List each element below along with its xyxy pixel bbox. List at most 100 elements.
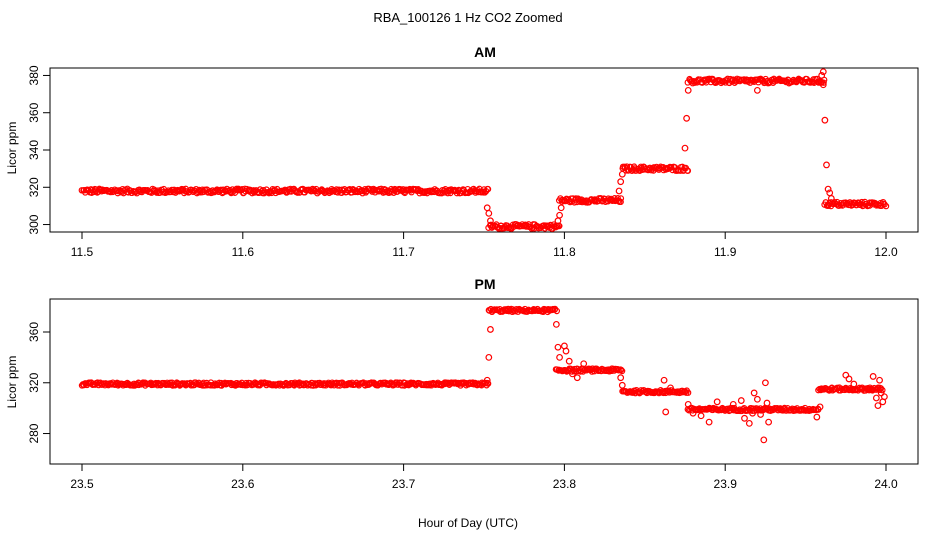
data-point [618, 170, 626, 178]
data-points [78, 305, 888, 444]
data-point [484, 380, 492, 387]
data-point [569, 370, 576, 378]
x-tick-label: 11.8 [553, 245, 576, 259]
data-point [842, 385, 850, 392]
data-point [821, 116, 829, 124]
data-point [880, 393, 888, 401]
data-point [684, 86, 692, 94]
data-point [819, 81, 827, 89]
data-point [757, 411, 764, 418]
figure-title: RBA_100126 1 Hz CO2 Zoomed [373, 10, 562, 25]
data-point [681, 388, 689, 396]
y-tick-label: 380 [27, 65, 41, 85]
x-tick-label: 23.5 [70, 477, 94, 491]
x-tick-label: 11.6 [232, 245, 255, 259]
data-point [683, 114, 691, 122]
data-point [485, 353, 493, 361]
data-point [869, 373, 877, 380]
data-point [813, 413, 821, 421]
figure-xlabel: Hour of Day (UTC) [418, 516, 518, 530]
data-point [487, 217, 494, 225]
y-tick-label: 320 [27, 372, 41, 392]
data-point [660, 376, 668, 384]
data-point [737, 397, 745, 404]
data-point [485, 209, 493, 217]
data-point [487, 326, 494, 333]
data-point [866, 384, 874, 392]
x-tick-label: 23.9 [714, 477, 738, 491]
data-point [749, 409, 756, 417]
data-point [684, 389, 692, 396]
data-point [850, 380, 858, 388]
data-point [882, 202, 890, 210]
data-point [818, 72, 826, 79]
data-point [753, 86, 761, 94]
data-point [617, 374, 625, 382]
data-point [872, 394, 880, 402]
panel-title-am: AM [474, 44, 496, 60]
data-point [750, 389, 758, 397]
data-point [484, 185, 492, 193]
data-point [845, 375, 853, 383]
data-point [617, 195, 625, 202]
data-point [617, 366, 625, 374]
data-point [816, 403, 824, 411]
data-point [760, 436, 768, 444]
data-point [745, 419, 753, 427]
data-point [881, 201, 888, 208]
panel-title-pm: PM [475, 276, 496, 292]
data-point [565, 357, 573, 365]
data-point [622, 167, 630, 174]
data-point [874, 402, 882, 410]
data-point [823, 161, 830, 169]
data-point [163, 189, 170, 196]
panel-pm: PM Licor ppm 23.5 23.6 23.7 23.8 23.9 24.0 280… [5, 276, 919, 491]
data-point [556, 353, 563, 361]
data-point [556, 211, 563, 219]
data-point [552, 320, 560, 328]
data-point [762, 379, 769, 387]
data-point [370, 185, 377, 193]
data-point [824, 185, 832, 193]
data-point [706, 75, 713, 83]
data-point [562, 347, 570, 355]
data-point [377, 380, 384, 387]
data-point [689, 409, 697, 417]
y-tick-label: 300 [27, 214, 41, 234]
data-point [483, 204, 491, 212]
data-point [615, 187, 623, 195]
data-point [765, 418, 773, 426]
data-point [557, 204, 565, 212]
data-point [618, 367, 626, 375]
data-point [713, 398, 721, 406]
data-point [697, 412, 705, 420]
data-point [681, 144, 689, 152]
x-tick-label: 12.0 [874, 245, 898, 259]
data-point [553, 307, 561, 315]
x-tick-label: 23.8 [553, 477, 577, 491]
data-point [617, 198, 624, 206]
data-point [741, 414, 748, 422]
data-point [618, 381, 626, 389]
data-point [662, 408, 670, 416]
ylabel-pm: Licor ppm [5, 356, 19, 409]
x-tick-label: 11.9 [714, 245, 737, 259]
data-point [753, 395, 761, 403]
data-point [819, 68, 827, 76]
y-tick-label: 340 [27, 140, 41, 160]
data-point [876, 376, 883, 384]
data-point [667, 384, 674, 392]
y-tick-label: 320 [27, 177, 41, 197]
data-point [684, 400, 692, 408]
y-tick-label: 280 [27, 423, 41, 443]
data-point [684, 167, 692, 174]
y-tick-label: 360 [27, 322, 41, 342]
data-point [580, 360, 588, 368]
data-point [827, 195, 835, 202]
x-tick-label: 23.7 [392, 477, 416, 491]
data-point [617, 178, 625, 186]
data-point [573, 374, 581, 382]
x-tick-label: 11.7 [392, 245, 415, 259]
